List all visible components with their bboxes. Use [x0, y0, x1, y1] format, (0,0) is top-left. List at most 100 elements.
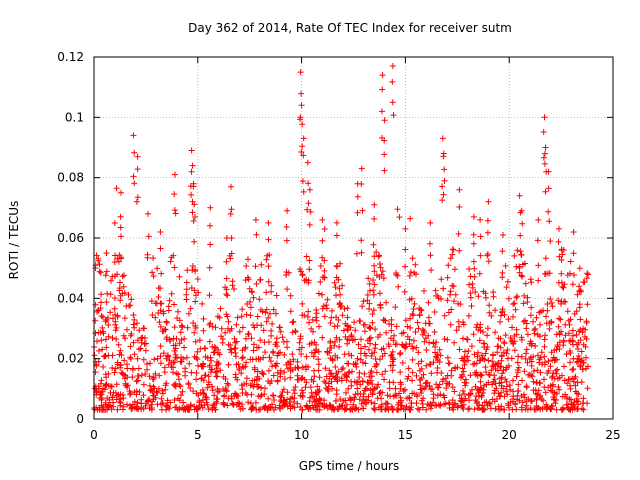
data-point [231, 286, 237, 292]
data-point [491, 390, 498, 397]
data-point [342, 320, 349, 327]
data-point [456, 247, 463, 254]
data-point [144, 254, 151, 261]
data-point [364, 292, 371, 298]
data-point [271, 397, 278, 403]
data-point [405, 373, 412, 380]
data-point [521, 394, 528, 401]
data-point [222, 284, 229, 291]
data-point [367, 377, 374, 384]
data-point [201, 372, 208, 379]
data-point [337, 291, 344, 298]
data-point [304, 159, 311, 166]
data-point [149, 376, 156, 383]
data-point [260, 354, 267, 361]
data-point [558, 257, 565, 263]
data-point [386, 321, 393, 327]
data-point [177, 383, 184, 390]
data-point [342, 397, 349, 404]
data-point [200, 327, 207, 334]
data-point [297, 266, 303, 273]
data-point [573, 359, 580, 366]
data-point [499, 308, 506, 315]
data-point [482, 350, 489, 357]
data-point [198, 375, 205, 382]
data-point [290, 318, 297, 325]
data-point [256, 375, 263, 382]
data-point [530, 318, 536, 325]
data-point [108, 277, 114, 284]
data-point [190, 320, 197, 326]
data-point [516, 397, 523, 404]
data-point [498, 382, 505, 389]
y-tick-label: 0.04 [57, 291, 84, 305]
data-point [281, 351, 288, 358]
data-point [191, 353, 198, 360]
data-point [117, 224, 124, 231]
data-point [222, 329, 229, 336]
data-point [102, 371, 109, 378]
data-point [223, 291, 230, 298]
data-point [187, 385, 194, 391]
data-point [118, 189, 124, 196]
data-point [236, 366, 242, 373]
data-point [333, 232, 340, 239]
data-point [244, 274, 251, 281]
data-point [133, 388, 140, 395]
data-point [407, 324, 414, 331]
data-point [371, 281, 378, 288]
data-point [441, 394, 448, 401]
data-point [258, 322, 265, 329]
data-point [527, 312, 534, 319]
x-tick-label: 0 [90, 428, 98, 442]
data-point [510, 377, 516, 384]
data-point [450, 406, 457, 413]
data-point [317, 278, 324, 285]
data-point [358, 336, 364, 343]
data-point [356, 396, 363, 403]
data-point [547, 382, 554, 389]
data-point [333, 292, 339, 299]
data-point [478, 372, 485, 379]
data-point [390, 379, 397, 386]
data-point [414, 405, 421, 412]
y-tick-label: 0.08 [57, 171, 84, 185]
data-point [519, 399, 526, 406]
data-point [527, 405, 534, 412]
data-point [361, 370, 368, 377]
data-point [395, 283, 402, 290]
data-point [486, 302, 493, 309]
data-point [339, 282, 346, 289]
data-point [313, 314, 319, 321]
data-point [455, 403, 461, 410]
data-point [270, 349, 277, 356]
data-point [348, 333, 355, 340]
data-point [251, 364, 258, 371]
data-point [473, 369, 480, 376]
data-point [317, 263, 324, 269]
data-point [441, 401, 447, 408]
data-point [287, 402, 294, 409]
data-point [227, 342, 234, 349]
data-point [389, 348, 396, 355]
data-point [445, 262, 452, 269]
data-point [553, 356, 560, 363]
data-point [448, 372, 455, 379]
data-point [407, 315, 414, 322]
data-point [569, 327, 576, 334]
data-point [244, 391, 251, 398]
data-point [298, 102, 305, 109]
data-point [345, 385, 352, 392]
data-point [319, 216, 326, 223]
data-point [376, 331, 383, 338]
data-point [556, 253, 563, 260]
data-point [475, 387, 482, 394]
data-point [147, 387, 154, 394]
data-point [370, 287, 377, 294]
data-point [185, 406, 192, 413]
data-point [354, 355, 361, 362]
data-point [248, 304, 254, 311]
data-point [362, 321, 368, 328]
data-point [224, 402, 231, 409]
